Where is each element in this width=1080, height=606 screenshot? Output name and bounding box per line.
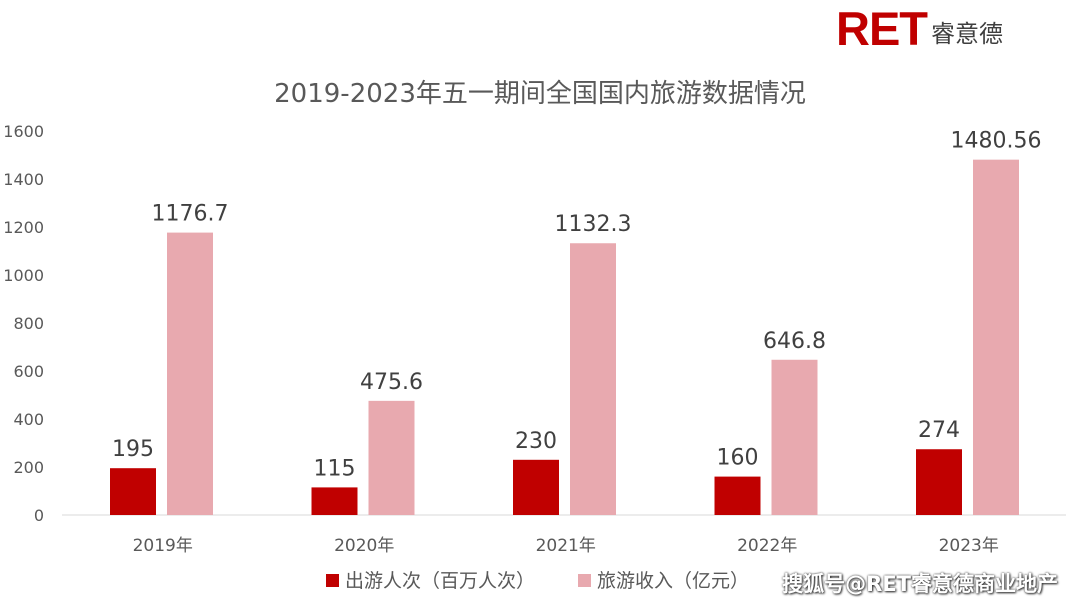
bar-series-1 bbox=[916, 449, 962, 515]
x-tick-label: 2022年 bbox=[737, 536, 797, 556]
bar-series-1 bbox=[311, 487, 358, 515]
data-label: 1480.56 bbox=[951, 129, 1042, 154]
y-tick-label: 1600 bbox=[3, 122, 44, 141]
y-tick-label: 0 bbox=[34, 506, 44, 525]
y-axis-ticks: 0 200 400 600 800 1000 1200 1400 1600 bbox=[3, 122, 44, 525]
data-label: 115 bbox=[314, 456, 356, 481]
bar-series-2 bbox=[368, 400, 415, 515]
data-label: 195 bbox=[112, 437, 154, 462]
legend-label-series-1: 出游人次（百万人次） bbox=[345, 570, 535, 592]
legend-label-series-2: 旅游收入（亿元） bbox=[597, 570, 749, 592]
y-tick-label: 1400 bbox=[3, 170, 44, 189]
data-label: 475.6 bbox=[360, 370, 423, 395]
bar-series-2 bbox=[771, 359, 818, 515]
logo-subtext: 睿意德 bbox=[931, 20, 1003, 48]
watermark: 搜狐号@RET睿意德商业地产 bbox=[782, 572, 1058, 596]
y-tick-label: 400 bbox=[13, 410, 44, 429]
data-label: 160 bbox=[717, 446, 759, 471]
x-tick-label: 2019年 bbox=[133, 536, 193, 556]
x-tick-label: 2023年 bbox=[939, 536, 999, 556]
bar-series-2 bbox=[973, 159, 1019, 516]
legend-swatch-series-1 bbox=[326, 574, 339, 587]
data-label: 230 bbox=[515, 429, 557, 454]
x-tick-label: 2021年 bbox=[536, 536, 596, 556]
data-label: 274 bbox=[918, 418, 960, 443]
brand-logo: RET 睿意德 bbox=[836, 2, 1003, 54]
bars-group: 195 1176.7 115 475.6 230 1132.3 160 646.8 274 148… bbox=[110, 129, 1042, 516]
y-tick-label: 800 bbox=[13, 314, 44, 333]
logo-text: RET bbox=[836, 2, 928, 55]
x-axis-labels: 2019年 2020年 2021年 2022年 2023年 bbox=[133, 536, 999, 556]
bar-series-2 bbox=[167, 232, 213, 516]
y-tick-label: 1200 bbox=[3, 218, 44, 237]
legend: 出游人次（百万人次） 旅游收入（亿元） bbox=[326, 570, 749, 592]
x-tick-label: 2020年 bbox=[334, 536, 394, 556]
data-label: 1176.7 bbox=[152, 202, 229, 227]
bar-series-1 bbox=[110, 468, 156, 515]
chart-title: 2019-2023年五一期间全国国内旅游数据情况 bbox=[274, 79, 806, 109]
y-tick-label: 600 bbox=[13, 362, 44, 381]
data-label: 646.8 bbox=[763, 329, 826, 354]
bar-series-1 bbox=[513, 459, 559, 515]
y-tick-label: 1000 bbox=[3, 266, 44, 285]
data-label: 1132.3 bbox=[555, 212, 632, 237]
y-tick-label: 200 bbox=[13, 458, 44, 477]
legend-swatch-series-2 bbox=[578, 574, 591, 587]
bar-series-2 bbox=[570, 243, 616, 516]
bar-series-1 bbox=[714, 476, 761, 515]
